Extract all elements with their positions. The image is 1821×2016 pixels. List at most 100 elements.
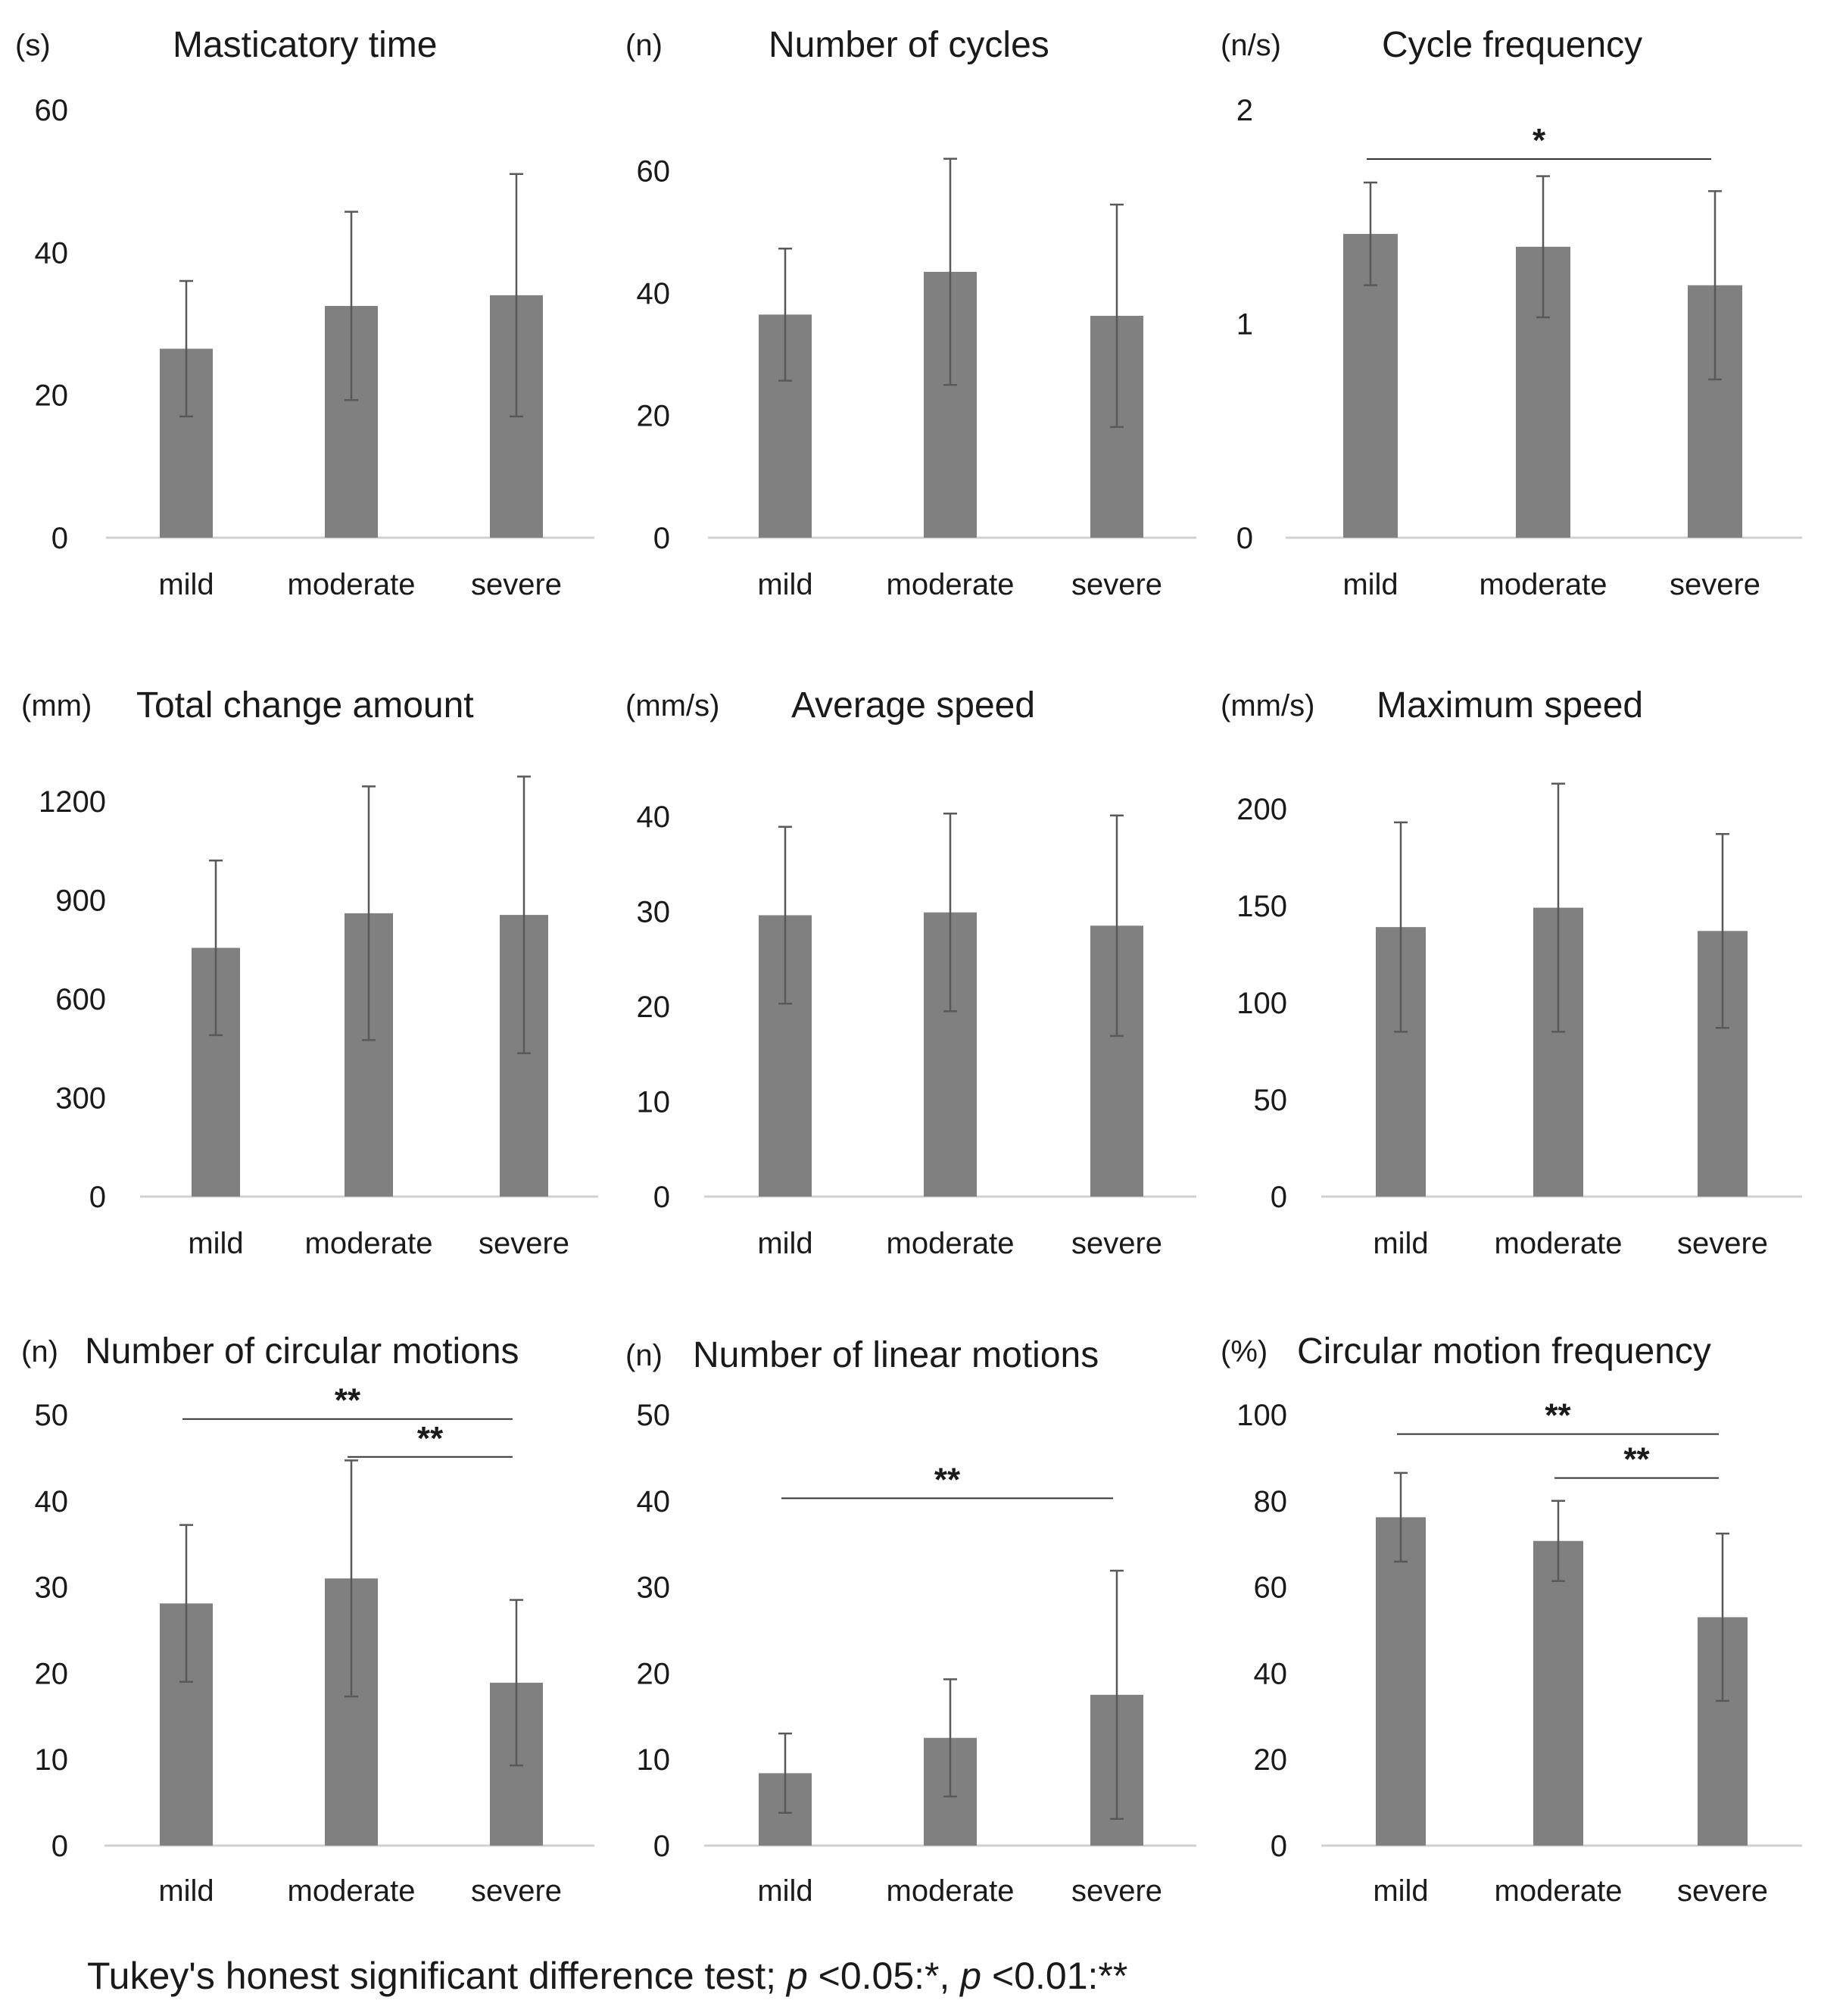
y-tick-label: 200 [1236,793,1287,826]
y-tick-label: 20 [637,1657,671,1690]
y-tick-label: 40 [637,800,671,834]
chart-panel-9: (%) Circular motion frequency 0 20 40 60 80 100… [1221,1331,1802,1908]
footnote-p-1: p [786,1955,808,1997]
y-tick-label: 40 [637,1485,671,1518]
y-tick-label: 0 [653,1830,670,1863]
y-tick-label: 0 [653,522,670,555]
x-category-label: moderate [887,1874,1015,1908]
bar-moderate [1533,1540,1583,1846]
significance-marker: ** [1623,1441,1650,1478]
y-tick-label: 0 [653,1181,670,1214]
x-category-label: mild [757,1874,812,1908]
y-unit-label: (n) [625,29,663,62]
y-tick-label: 40 [35,1485,69,1518]
chart-panel-5: (mm/s) Average speed 0 10 20 30 40 mild moderate… [625,685,1196,1260]
y-tick-label: 20 [637,400,671,433]
y-tick-label: 80 [1254,1485,1288,1518]
x-category-label: severe [1071,568,1162,601]
y-tick-label: 0 [89,1181,106,1214]
footnote: Tukey's honest significant difference te… [87,1954,1127,1998]
x-category-label: moderate [1480,568,1607,601]
x-category-label: mild [757,1227,812,1260]
x-category-label: mild [757,568,812,601]
x-category-label: severe [1071,1874,1162,1908]
y-tick-label: 2 [1236,94,1253,127]
y-tick-label: 300 [55,1082,106,1116]
significance-marker: ** [934,1461,961,1498]
significance-marker: ** [1545,1397,1571,1434]
y-tick-label: 1200 [39,785,106,819]
chart-panel-1: (s) Masticatory time 0 20 40 60 mild moderate se… [15,25,594,601]
chart-panel-7: (n) Number of circular motions 0 10 20 30 40 50… [21,1331,594,1908]
y-tick-label: 100 [1236,1399,1287,1432]
chart-title: Maximum speed [1377,685,1643,726]
footnote-prefix: Tukey's honest significant difference te… [87,1955,787,1997]
chart-title: Number of circular motions [85,1331,519,1372]
y-tick-label: 900 [55,885,106,918]
chart-panel-3: (n/s) Cycle frequency 0 1 2 mild moderate sever… [1221,25,1802,601]
significance-marker: * [1533,122,1546,159]
significance-marker: ** [417,1420,444,1457]
y-tick-label: 150 [1236,890,1287,923]
x-category-label: severe [1677,1227,1768,1260]
x-category-label: moderate [887,568,1015,601]
x-category-label: severe [471,568,562,601]
y-tick-label: 100 [1236,987,1287,1020]
y-unit-label: (mm/s) [1221,689,1314,722]
x-category-label: severe [479,1227,569,1260]
y-unit-label: (%) [1221,1335,1268,1368]
x-category-label: mild [188,1227,243,1260]
y-tick-label: 30 [637,896,671,929]
x-category-label: severe [1670,568,1760,601]
x-category-label: severe [1677,1874,1768,1908]
footnote-threshold-2: <0.01:** [981,1955,1128,1997]
y-tick-label: 10 [637,1086,671,1119]
y-unit-label: (n/s) [1221,29,1281,62]
x-category-label: moderate [288,1874,416,1908]
footnote-p-2: p [960,1955,982,1997]
y-tick-label: 60 [1254,1571,1288,1605]
y-tick-label: 60 [35,94,69,127]
x-category-label: mild [158,568,214,601]
y-unit-label: (mm) [21,689,92,722]
chart-title: Average speed [791,685,1035,726]
y-tick-label: 60 [637,155,671,189]
chart-title: Cycle frequency [1382,25,1642,65]
y-unit-label: (n) [625,1339,663,1372]
y-unit-label: (s) [15,29,51,62]
chart-title: Number of linear motions [693,1335,1099,1375]
y-tick-label: 0 [1271,1830,1287,1863]
bar-mild [1376,1517,1426,1846]
x-category-label: mild [1373,1227,1428,1260]
footnote-threshold-1: <0.05:*, [807,1955,961,1997]
chart-panel-4: (mm) Total change amount 0 300 600 900 1200 mil… [21,685,598,1260]
chart-title: Total change amount [136,685,474,726]
y-tick-label: 50 [35,1399,69,1432]
x-category-label: moderate [305,1227,433,1260]
y-tick-label: 1 [1236,308,1253,342]
y-tick-label: 50 [637,1399,671,1432]
y-tick-label: 20 [35,379,69,413]
x-category-label: mild [158,1874,214,1908]
x-category-label: moderate [1495,1874,1623,1908]
x-category-label: moderate [1495,1227,1623,1260]
chart-title: Circular motion frequency [1297,1331,1711,1372]
significance-marker: ** [335,1382,361,1419]
chart-panel-6: (mm/s) Maximum speed 0 50 100 150 200 mild moder… [1221,685,1802,1260]
y-tick-label: 40 [1254,1657,1288,1690]
y-tick-label: 600 [55,983,106,1016]
x-category-label: severe [1071,1227,1162,1260]
chart-panel-2: (n) Number of cycles 0 20 40 60 mild moderate se… [625,25,1196,601]
y-tick-label: 50 [1254,1084,1288,1117]
y-tick-label: 0 [1236,522,1253,555]
y-unit-label: (mm/s) [625,689,719,722]
y-tick-label: 10 [35,1743,69,1777]
x-category-label: moderate [288,568,416,601]
chart-panel-8: (n) Number of linear motions 0 10 20 30 40 50 mi… [625,1335,1196,1908]
y-tick-label: 20 [1254,1743,1288,1777]
y-tick-label: 20 [35,1657,69,1690]
y-tick-label: 30 [35,1571,69,1605]
y-tick-label: 40 [35,236,69,270]
y-tick-label: 40 [637,277,671,311]
